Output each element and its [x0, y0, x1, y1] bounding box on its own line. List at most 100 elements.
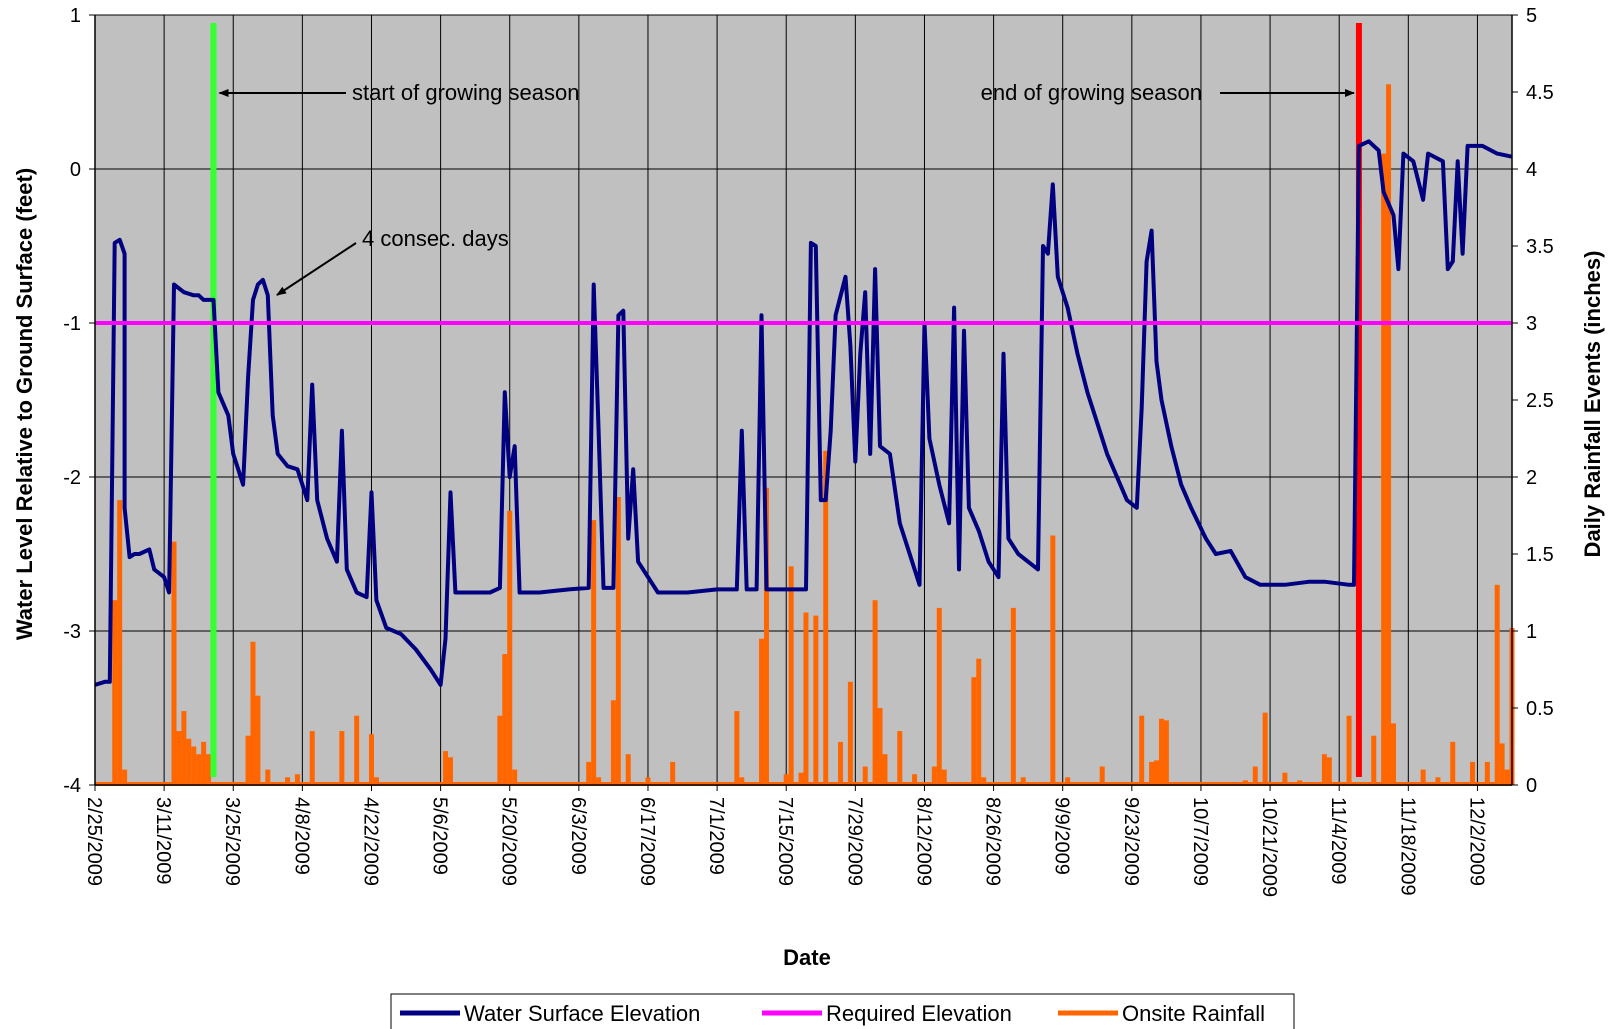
x-tick-label: 7/15/2009 [774, 797, 796, 886]
rainfall-bar [1010, 607, 1016, 785]
rainfall-bar [309, 731, 315, 785]
x-tick-label: 3/11/2009 [152, 797, 174, 885]
rainfall-bar [1139, 715, 1145, 785]
water-surface-line [94, 139, 1513, 687]
x-tick-label: 8/26/2009 [982, 797, 1004, 886]
annotations: start of growing season end of growing se… [218, 80, 1355, 296]
rainfall-bar [586, 761, 592, 785]
rainfall-bar [610, 700, 616, 785]
annotation-end-growing-season: end of growing season [981, 80, 1202, 105]
rainfall-bar [1504, 769, 1510, 785]
rainfall-bar [788, 566, 794, 785]
y-right-tick-label: 5 [1526, 5, 1537, 27]
rainfall-bar [823, 450, 829, 785]
rainfall-bar [670, 761, 676, 785]
x-axis-title: Date [783, 945, 831, 970]
annotation-4-consec-days: 4 consec. days [362, 226, 509, 251]
x-tick-label: 6/17/2009 [636, 797, 658, 886]
rainfall-bar [512, 769, 518, 785]
rainfall-bar [285, 777, 291, 785]
rainfall-bar [206, 754, 212, 785]
rainfall-bar [1391, 723, 1397, 785]
rainfall-bar [447, 757, 453, 785]
rainfall-bar [443, 751, 449, 785]
rainfall-bar [181, 711, 187, 785]
rainfall-bar [625, 754, 631, 785]
rainfall-bar [763, 487, 769, 785]
rainfall-bar [1050, 535, 1056, 785]
x-tick-label: 3/25/2009 [221, 797, 243, 886]
x-tick-label: 7/1/2009 [705, 797, 727, 875]
rainfall-bar [798, 772, 804, 785]
legend-label: Onsite Rainfall [1122, 1001, 1265, 1026]
rainfall-bar [897, 731, 903, 785]
x-tick-label: 4/22/2009 [360, 797, 382, 886]
y-right-tick-label: 3 [1526, 313, 1537, 335]
rainfall-bar [838, 741, 844, 785]
rainfall-bar [1346, 715, 1352, 785]
rainfall-bar [734, 711, 740, 785]
rainfall-bar [1163, 720, 1169, 785]
rainfall-bars [95, 84, 1515, 786]
rainfall-bar [117, 500, 123, 785]
rainfall-bar [1435, 777, 1441, 785]
legend-label: Water Surface Elevation [464, 1001, 700, 1026]
rainfall-bar [1494, 584, 1500, 785]
y-right-tick-label: 0.5 [1526, 698, 1554, 720]
rainfall-bar [936, 607, 942, 785]
y-axis-left-title: Water Level Relative to Ground Surface (… [12, 168, 37, 640]
rainfall-bar [862, 766, 868, 785]
rainfall-bar [1065, 777, 1071, 785]
x-tick-label: 9/23/2009 [1120, 797, 1142, 886]
rainfall-bar [502, 654, 508, 785]
legend-box [390, 993, 1295, 1029]
y-right-tick-label: 4 [1526, 159, 1537, 181]
rainfall-bar [1371, 735, 1377, 785]
y-left-tick-label: -1 [63, 313, 81, 335]
rainfall-bar [645, 777, 651, 785]
x-tick-label: 5/6/2009 [429, 797, 451, 875]
rainfall-bar [981, 777, 987, 785]
rainfall-bar [1242, 780, 1248, 785]
rainfall-bar [201, 741, 207, 785]
rainfall-bar [1154, 760, 1160, 785]
y-left-tick-label: -3 [63, 621, 81, 643]
x-tick-label: 2/25/2009 [83, 797, 105, 886]
arrow-4-consec-days [276, 242, 357, 296]
rainfall-bar [265, 769, 271, 785]
x-tick-label: 7/29/2009 [843, 797, 865, 886]
rainfall-bar [1386, 84, 1392, 786]
rainfall-bar [1499, 743, 1505, 785]
rainfall-bar [1484, 761, 1490, 785]
rainfall-bar [872, 600, 878, 785]
x-tick-label: 11/18/2009 [1396, 797, 1418, 896]
rainfall-bar [1470, 761, 1476, 785]
rainfall-bar [596, 777, 602, 785]
rainfall-bar [294, 774, 300, 785]
x-tick-label: 10/21/2009 [1258, 797, 1280, 897]
rainfall-bar [1321, 754, 1327, 785]
rainfall-bar [1450, 741, 1456, 785]
y-right-tick-label: 1.5 [1526, 544, 1554, 566]
rainfall-bar [1020, 777, 1026, 785]
rainfall-bar [1381, 153, 1387, 786]
rainfall-bar [250, 641, 256, 785]
rainfall-bar [1252, 766, 1258, 785]
rainfall-bar [591, 520, 597, 785]
line-series [94, 139, 1513, 687]
rainfall-bar [1282, 772, 1288, 785]
rainfall-bar [186, 738, 192, 785]
x-tick-label: 6/3/2009 [567, 797, 589, 875]
rainfall-bar [1420, 769, 1426, 785]
rainfall-bar [803, 612, 809, 785]
rainfall-bar [373, 777, 379, 785]
rainfall-bar [245, 735, 251, 785]
rainfall-bar [196, 754, 202, 785]
rainfall-bar [847, 681, 853, 785]
rainfall-bar [191, 746, 197, 785]
rainfall-bar [507, 510, 513, 785]
y-left-tick-label: 1 [70, 5, 81, 27]
rainfall-bar [1099, 766, 1105, 785]
y-right-tick-label: 1 [1526, 621, 1537, 643]
